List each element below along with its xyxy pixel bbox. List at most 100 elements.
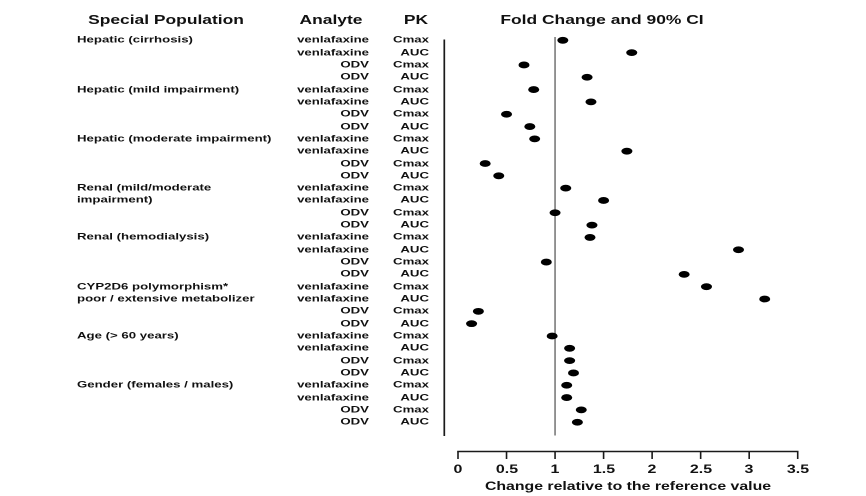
fold-change-dot	[529, 135, 541, 143]
pk-label: AUC	[399, 71, 429, 83]
pk-label: AUC	[399, 318, 429, 330]
population-label: Age (> 60 years)	[77, 330, 179, 342]
fold-change-dot	[678, 270, 690, 278]
analyte-label: venlafaxine	[297, 342, 369, 354]
pk-label: Cmax	[392, 207, 429, 219]
fold-change-dot	[466, 320, 478, 328]
population-label: Hepatic (mild impairment)	[77, 84, 240, 96]
analyte-label: ODV	[340, 158, 369, 169]
pk-label: Cmax	[392, 133, 429, 145]
analyte-label: ODV	[340, 367, 369, 379]
analyte-label: venlafaxine	[297, 231, 369, 243]
fold-change-dot	[586, 221, 598, 229]
x-axis-tick-label: 0	[453, 462, 463, 476]
fold-change-dot	[524, 123, 536, 130]
analyte-label: venlafaxine	[297, 281, 369, 293]
pk-label: Cmax	[392, 59, 429, 71]
fold-change-dot	[561, 394, 573, 401]
analyte-label: venlafaxine	[297, 182, 369, 194]
analyte-label: ODV	[340, 59, 369, 71]
pk-label: Cmax	[392, 404, 429, 416]
analyte-label: venlafaxine	[297, 330, 369, 342]
column-header-pk: PK	[403, 12, 429, 27]
pk-label: AUC	[399, 194, 429, 206]
analyte-label: ODV	[340, 355, 369, 367]
pk-label: Cmax	[392, 281, 429, 293]
analyte-label: ODV	[340, 404, 369, 416]
pk-label: Cmax	[392, 182, 429, 194]
x-axis-tick-label: 3.5	[786, 462, 809, 476]
fold-change-dot	[575, 406, 587, 414]
pk-label: Cmax	[392, 355, 429, 367]
analyte-label: ODV	[340, 318, 369, 330]
analyte-label: venlafaxine	[297, 96, 369, 108]
analyte-label: venlafaxine	[297, 293, 369, 305]
population-label: Hepatic (cirrhosis)	[77, 34, 193, 46]
pk-label: AUC	[399, 392, 429, 404]
pk-label: AUC	[399, 268, 429, 280]
fold-change-dot	[528, 86, 540, 93]
fold-change-dot	[733, 246, 745, 254]
population-label: Renal (mild/moderate	[77, 182, 212, 194]
fold-change-dot	[472, 307, 484, 315]
analyte-label: ODV	[340, 108, 369, 120]
fold-change-dot	[560, 184, 572, 192]
x-axis-tick-label: 3	[744, 462, 754, 476]
population-label: poor / extensive metabolizer	[77, 293, 255, 305]
pk-label: Cmax	[392, 379, 429, 391]
x-axis-tick-label: 0.5	[495, 462, 518, 476]
fold-change-dot	[518, 61, 530, 69]
analyte-label: venlafaxine	[297, 244, 369, 256]
analyte-label: venlafaxine	[297, 379, 369, 391]
fold-change-dot	[700, 283, 712, 291]
analyte-label: ODV	[340, 256, 369, 268]
pk-label: AUC	[399, 121, 429, 133]
pk-label: Cmax	[392, 158, 429, 169]
x-axis-tick-label: 1.5	[592, 462, 615, 476]
fold-change-dot	[585, 98, 597, 106]
pk-label: Cmax	[392, 84, 429, 96]
analyte-label: ODV	[340, 71, 369, 83]
pk-label: AUC	[399, 47, 429, 59]
fold-change-dot	[568, 369, 580, 377]
fold-change-dot	[561, 381, 573, 389]
population-label: Gender (females / males)	[77, 379, 234, 391]
analyte-label: venlafaxine	[297, 34, 369, 46]
population-label: impairment)	[77, 194, 153, 206]
fold-change-dot	[493, 172, 505, 180]
x-axis-title: Change relative to the reference value	[484, 478, 772, 493]
analyte-label: ODV	[340, 219, 369, 231]
column-header-analyte: Analyte	[299, 12, 363, 27]
fold-change-dot	[571, 418, 583, 426]
population-label: CYP2D6 polymorphism*	[77, 281, 229, 293]
fold-change-dot	[479, 160, 491, 167]
pk-label: AUC	[399, 170, 429, 182]
analyte-label: ODV	[340, 268, 369, 280]
pk-label: AUC	[399, 367, 429, 379]
fold-change-dot	[557, 36, 569, 44]
pk-label: Cmax	[392, 231, 429, 243]
population-label: Hepatic (moderate impairment)	[77, 133, 272, 145]
pk-label: AUC	[399, 244, 429, 256]
x-axis-tick-label: 2.5	[689, 462, 712, 476]
pk-label: Cmax	[392, 305, 429, 317]
pk-label: AUC	[399, 96, 429, 108]
x-axis-tick-label: 1	[550, 462, 560, 476]
fold-change-dot	[621, 147, 633, 155]
pk-label: Cmax	[392, 34, 429, 46]
fold-change-dot	[546, 332, 558, 340]
pk-label: AUC	[399, 293, 429, 305]
pk-label: Cmax	[392, 330, 429, 342]
analyte-label: ODV	[340, 305, 369, 317]
pk-label: AUC	[399, 145, 429, 157]
column-header-special-population: Special Population	[88, 12, 244, 27]
fold-change-dot	[584, 234, 596, 241]
analyte-label: venlafaxine	[297, 133, 369, 145]
analyte-label: ODV	[340, 121, 369, 133]
pk-label: AUC	[399, 342, 429, 354]
analyte-label: venlafaxine	[297, 84, 369, 96]
analyte-label: ODV	[340, 170, 369, 182]
fold-change-dot	[759, 295, 771, 303]
population-label: Renal (hemodialysis)	[77, 231, 210, 243]
